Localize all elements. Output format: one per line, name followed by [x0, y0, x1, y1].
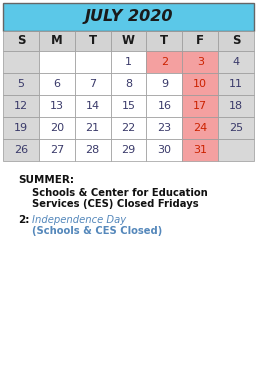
Text: 24: 24 — [193, 123, 207, 133]
Bar — [111, 117, 146, 139]
Bar — [146, 95, 182, 117]
Bar — [3, 139, 39, 161]
Bar — [39, 117, 75, 139]
Bar — [111, 95, 146, 117]
Text: 2:: 2: — [18, 215, 29, 225]
Text: 15: 15 — [122, 101, 135, 111]
Text: Services (CES) Closed Fridays: Services (CES) Closed Fridays — [32, 199, 199, 209]
Bar — [218, 73, 254, 95]
Text: 20: 20 — [50, 123, 64, 133]
Text: 5: 5 — [17, 79, 24, 89]
Text: 8: 8 — [125, 79, 132, 89]
Bar — [39, 95, 75, 117]
Text: 16: 16 — [157, 101, 171, 111]
Text: 6: 6 — [53, 79, 60, 89]
Text: 9: 9 — [161, 79, 168, 89]
Text: 28: 28 — [86, 145, 100, 155]
Bar — [39, 31, 75, 51]
Bar — [218, 31, 254, 51]
Text: 26: 26 — [14, 145, 28, 155]
Bar — [3, 31, 39, 51]
Text: 19: 19 — [14, 123, 28, 133]
Bar — [75, 117, 111, 139]
Text: JULY 2020: JULY 2020 — [84, 10, 173, 24]
Bar — [111, 139, 146, 161]
Bar — [3, 117, 39, 139]
Bar — [218, 95, 254, 117]
Bar — [182, 139, 218, 161]
Bar — [182, 31, 218, 51]
Text: 1: 1 — [125, 57, 132, 67]
Text: 25: 25 — [229, 123, 243, 133]
Text: 22: 22 — [121, 123, 136, 133]
Text: 17: 17 — [193, 101, 207, 111]
Text: M: M — [51, 35, 63, 47]
Text: 27: 27 — [50, 145, 64, 155]
Bar — [182, 73, 218, 95]
Text: 18: 18 — [229, 101, 243, 111]
Bar — [75, 139, 111, 161]
Text: 3: 3 — [197, 57, 204, 67]
Bar — [75, 51, 111, 73]
Bar — [182, 95, 218, 117]
Bar — [111, 73, 146, 95]
Text: 13: 13 — [50, 101, 64, 111]
Text: T: T — [160, 35, 168, 47]
Bar — [218, 51, 254, 73]
Bar — [146, 51, 182, 73]
Text: 10: 10 — [193, 79, 207, 89]
Bar — [75, 73, 111, 95]
Text: 31: 31 — [193, 145, 207, 155]
Bar — [146, 73, 182, 95]
Bar — [146, 117, 182, 139]
Text: S: S — [232, 35, 240, 47]
Bar — [3, 51, 39, 73]
Text: 4: 4 — [233, 57, 240, 67]
Bar — [111, 31, 146, 51]
Text: 11: 11 — [229, 79, 243, 89]
Text: Schools & Center for Education: Schools & Center for Education — [32, 188, 208, 198]
Bar — [3, 95, 39, 117]
Bar — [146, 31, 182, 51]
Bar — [3, 73, 39, 95]
Bar — [111, 51, 146, 73]
Text: 2: 2 — [161, 57, 168, 67]
Bar — [218, 117, 254, 139]
Bar — [75, 31, 111, 51]
Bar — [39, 51, 75, 73]
Text: 29: 29 — [121, 145, 136, 155]
Text: S: S — [17, 35, 25, 47]
Text: F: F — [196, 35, 204, 47]
Bar — [39, 73, 75, 95]
Bar — [182, 51, 218, 73]
Text: 23: 23 — [157, 123, 171, 133]
Bar — [218, 139, 254, 161]
Text: SUMMER:: SUMMER: — [18, 175, 74, 185]
Text: 30: 30 — [157, 145, 171, 155]
Bar — [3, 3, 254, 31]
Text: W: W — [122, 35, 135, 47]
Bar — [182, 117, 218, 139]
Bar — [75, 95, 111, 117]
Text: 7: 7 — [89, 79, 96, 89]
Text: 21: 21 — [86, 123, 100, 133]
Bar — [146, 139, 182, 161]
Bar — [39, 139, 75, 161]
Text: 14: 14 — [86, 101, 100, 111]
Text: (Schools & CES Closed): (Schools & CES Closed) — [32, 226, 162, 236]
Text: Independence Day: Independence Day — [32, 215, 126, 225]
Text: 12: 12 — [14, 101, 28, 111]
Text: T: T — [89, 35, 97, 47]
